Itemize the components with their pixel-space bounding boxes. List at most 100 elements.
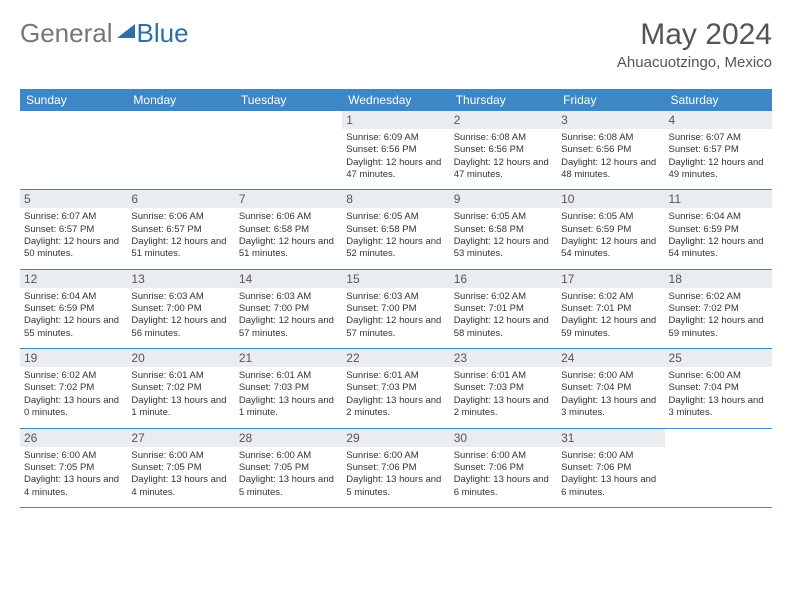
sunrise-text: Sunrise: 6:00 AM xyxy=(454,450,553,462)
sunrise-text: Sunrise: 6:00 AM xyxy=(131,450,230,462)
day-number: 20 xyxy=(127,349,234,367)
sunset-text: Sunset: 6:58 PM xyxy=(346,224,445,236)
calendar-day-cell: 13Sunrise: 6:03 AMSunset: 7:00 PMDayligh… xyxy=(127,269,234,348)
sunset-text: Sunset: 6:57 PM xyxy=(131,224,230,236)
daylight-text: Daylight: 12 hours and 59 minutes. xyxy=(669,315,768,340)
daylight-text: Daylight: 13 hours and 4 minutes. xyxy=(24,474,123,499)
daylight-text: Daylight: 12 hours and 47 minutes. xyxy=(454,157,553,182)
daylight-text: Daylight: 13 hours and 3 minutes. xyxy=(561,395,660,420)
sunrise-text: Sunrise: 6:05 AM xyxy=(561,211,660,223)
sunrise-text: Sunrise: 6:05 AM xyxy=(454,211,553,223)
daylight-text: Daylight: 13 hours and 2 minutes. xyxy=(454,395,553,420)
daylight-text: Daylight: 12 hours and 48 minutes. xyxy=(561,157,660,182)
sunrise-text: Sunrise: 6:01 AM xyxy=(131,370,230,382)
day-number: 15 xyxy=(342,270,449,288)
day-sun-data: Sunrise: 6:01 AMSunset: 7:03 PMDaylight:… xyxy=(235,367,342,427)
calendar-day-cell: 27Sunrise: 6:00 AMSunset: 7:05 PMDayligh… xyxy=(127,428,234,507)
sunset-text: Sunset: 6:56 PM xyxy=(454,144,553,156)
day-sun-data: Sunrise: 6:03 AMSunset: 7:00 PMDaylight:… xyxy=(235,288,342,348)
calendar-day-cell: 21Sunrise: 6:01 AMSunset: 7:03 PMDayligh… xyxy=(235,349,342,428)
daylight-text: Daylight: 12 hours and 55 minutes. xyxy=(24,315,123,340)
day-number: 6 xyxy=(127,190,234,208)
daylight-text: Daylight: 13 hours and 2 minutes. xyxy=(346,395,445,420)
day-number: 19 xyxy=(20,349,127,367)
day-sun-data: Sunrise: 6:01 AMSunset: 7:03 PMDaylight:… xyxy=(450,367,557,427)
day-sun-data: Sunrise: 6:09 AMSunset: 6:56 PMDaylight:… xyxy=(342,129,449,189)
sunset-text: Sunset: 7:03 PM xyxy=(239,382,338,394)
calendar-day-cell: .. xyxy=(20,111,127,190)
sunset-text: Sunset: 6:58 PM xyxy=(454,224,553,236)
sunset-text: Sunset: 7:06 PM xyxy=(346,462,445,474)
daylight-text: Daylight: 12 hours and 50 minutes. xyxy=(24,236,123,261)
calendar-body: ......1Sunrise: 6:09 AMSunset: 6:56 PMDa… xyxy=(20,111,772,507)
sunset-text: Sunset: 7:04 PM xyxy=(669,382,768,394)
sunrise-text: Sunrise: 6:06 AM xyxy=(131,211,230,223)
calendar-day-cell: 18Sunrise: 6:02 AMSunset: 7:02 PMDayligh… xyxy=(665,269,772,348)
calendar-day-cell: 23Sunrise: 6:01 AMSunset: 7:03 PMDayligh… xyxy=(450,349,557,428)
calendar-day-cell: 5Sunrise: 6:07 AMSunset: 6:57 PMDaylight… xyxy=(20,190,127,269)
sunrise-text: Sunrise: 6:03 AM xyxy=(346,291,445,303)
day-number: 4 xyxy=(665,111,772,129)
day-number: 28 xyxy=(235,429,342,447)
page-title: May 2024 xyxy=(617,18,772,52)
location-label: Ahuacuotzingo, Mexico xyxy=(617,54,772,71)
day-sun-data: Sunrise: 6:03 AMSunset: 7:00 PMDaylight:… xyxy=(127,288,234,348)
sunrise-text: Sunrise: 6:00 AM xyxy=(561,370,660,382)
daylight-text: Daylight: 12 hours and 53 minutes. xyxy=(454,236,553,261)
day-sun-data: Sunrise: 6:00 AMSunset: 7:05 PMDaylight:… xyxy=(235,447,342,507)
weekday-header: Wednesday xyxy=(342,89,449,111)
calendar-day-cell: .. xyxy=(235,111,342,190)
daylight-text: Daylight: 12 hours and 47 minutes. xyxy=(346,157,445,182)
weekday-header-row: SundayMondayTuesdayWednesdayThursdayFrid… xyxy=(20,89,772,111)
calendar-day-cell: 6Sunrise: 6:06 AMSunset: 6:57 PMDaylight… xyxy=(127,190,234,269)
sunset-text: Sunset: 6:59 PM xyxy=(561,224,660,236)
day-number: 10 xyxy=(557,190,664,208)
day-sun-data: Sunrise: 6:01 AMSunset: 7:03 PMDaylight:… xyxy=(342,367,449,427)
calendar-day-cell: 17Sunrise: 6:02 AMSunset: 7:01 PMDayligh… xyxy=(557,269,664,348)
calendar-day-cell: 15Sunrise: 6:03 AMSunset: 7:00 PMDayligh… xyxy=(342,269,449,348)
day-number: 26 xyxy=(20,429,127,447)
day-number: 25 xyxy=(665,349,772,367)
sunrise-text: Sunrise: 6:08 AM xyxy=(561,132,660,144)
sunset-text: Sunset: 7:02 PM xyxy=(669,303,768,315)
logo-text-general: General xyxy=(20,18,113,49)
sunrise-text: Sunrise: 6:00 AM xyxy=(669,370,768,382)
calendar-day-cell: 4Sunrise: 6:07 AMSunset: 6:57 PMDaylight… xyxy=(665,111,772,190)
sunrise-text: Sunrise: 6:02 AM xyxy=(669,291,768,303)
day-number: 1 xyxy=(342,111,449,129)
daylight-text: Daylight: 13 hours and 5 minutes. xyxy=(239,474,338,499)
day-number: 9 xyxy=(450,190,557,208)
sunrise-text: Sunrise: 6:06 AM xyxy=(239,211,338,223)
sunrise-text: Sunrise: 6:02 AM xyxy=(24,370,123,382)
calendar-day-cell: 29Sunrise: 6:00 AMSunset: 7:06 PMDayligh… xyxy=(342,428,449,507)
daylight-text: Daylight: 12 hours and 51 minutes. xyxy=(239,236,338,261)
weekday-header: Monday xyxy=(127,89,234,111)
sunset-text: Sunset: 6:59 PM xyxy=(669,224,768,236)
weekday-header: Tuesday xyxy=(235,89,342,111)
day-sun-data: Sunrise: 6:00 AMSunset: 7:04 PMDaylight:… xyxy=(557,367,664,427)
day-sun-data: Sunrise: 6:03 AMSunset: 7:00 PMDaylight:… xyxy=(342,288,449,348)
day-sun-data: Sunrise: 6:07 AMSunset: 6:57 PMDaylight:… xyxy=(20,208,127,268)
day-number: 13 xyxy=(127,270,234,288)
day-sun-data: Sunrise: 6:00 AMSunset: 7:05 PMDaylight:… xyxy=(127,447,234,507)
sunrise-text: Sunrise: 6:07 AM xyxy=(24,211,123,223)
calendar-week-row: 12Sunrise: 6:04 AMSunset: 6:59 PMDayligh… xyxy=(20,269,772,348)
day-number: 12 xyxy=(20,270,127,288)
sunrise-text: Sunrise: 6:05 AM xyxy=(346,211,445,223)
calendar-day-cell: 7Sunrise: 6:06 AMSunset: 6:58 PMDaylight… xyxy=(235,190,342,269)
calendar-day-cell: .. xyxy=(127,111,234,190)
daylight-text: Daylight: 13 hours and 6 minutes. xyxy=(561,474,660,499)
sunset-text: Sunset: 6:59 PM xyxy=(24,303,123,315)
weekday-header: Sunday xyxy=(20,89,127,111)
daylight-text: Daylight: 12 hours and 49 minutes. xyxy=(669,157,768,182)
sunset-text: Sunset: 7:03 PM xyxy=(454,382,553,394)
sunset-text: Sunset: 7:00 PM xyxy=(131,303,230,315)
day-sun-data: Sunrise: 6:04 AMSunset: 6:59 PMDaylight:… xyxy=(20,288,127,348)
day-sun-data: Sunrise: 6:06 AMSunset: 6:57 PMDaylight:… xyxy=(127,208,234,268)
day-number: 14 xyxy=(235,270,342,288)
calendar-day-cell: 2Sunrise: 6:08 AMSunset: 6:56 PMDaylight… xyxy=(450,111,557,190)
daylight-text: Daylight: 13 hours and 1 minute. xyxy=(239,395,338,420)
day-sun-data: Sunrise: 6:08 AMSunset: 6:56 PMDaylight:… xyxy=(557,129,664,189)
day-number: 29 xyxy=(342,429,449,447)
day-sun-data: Sunrise: 6:00 AMSunset: 7:05 PMDaylight:… xyxy=(20,447,127,507)
